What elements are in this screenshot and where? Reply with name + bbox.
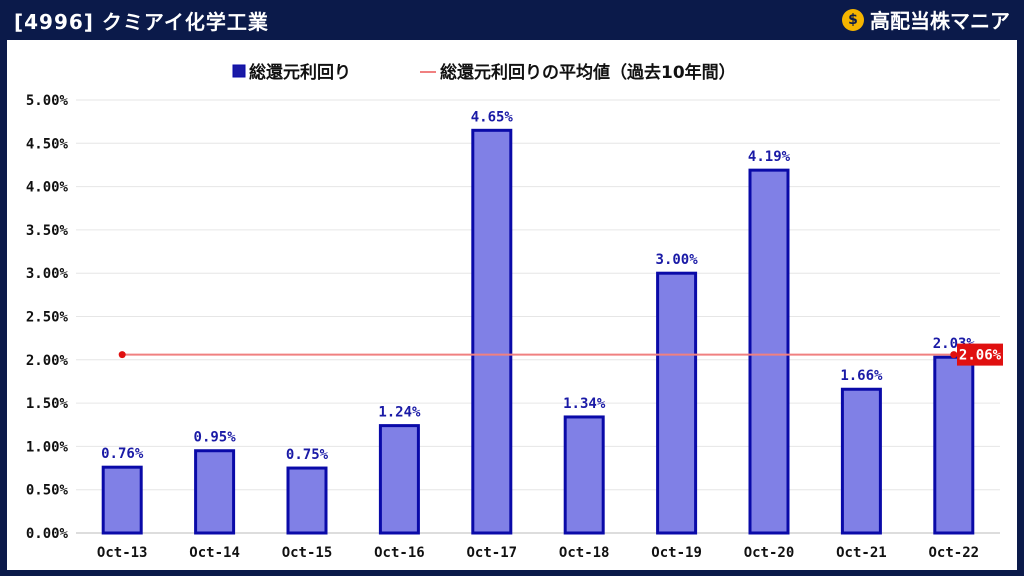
y-tick-label: 4.00% — [26, 180, 69, 196]
legend: 総還元利回り 総還元利回りの平均値（過去10年間） — [232, 62, 736, 83]
y-tick-label: 5.00% — [26, 93, 69, 109]
bar-value-label: 4.19% — [748, 149, 791, 165]
x-axis: Oct-13 Oct-14 Oct-15 Oct-16 Oct-17 Oct-18 Oct-… — [97, 545, 979, 561]
legend-bar-label: 総還元利回り — [249, 62, 351, 83]
money-bag-icon: $ — [842, 8, 864, 31]
bar-oct-18 — [563, 415, 605, 535]
y-tick-label: 3.00% — [26, 266, 69, 282]
y-tick-label: 1.00% — [26, 439, 69, 455]
y-tick-label: 3.50% — [26, 223, 69, 239]
bar-oct-19 — [656, 271, 698, 535]
y-axis: 0.00% 0.50% 1.00% 1.50% 2.00% 2.50% 3.00% 3.50%… — [26, 93, 69, 542]
bar-oct-20 — [748, 168, 790, 535]
bar-oct-22 — [933, 355, 975, 535]
x-tick-label: Oct-19 — [651, 545, 702, 561]
average-label-box — [957, 343, 1003, 366]
bar-oct-15 — [286, 466, 328, 535]
bar-value-label: 1.24% — [378, 405, 421, 421]
page-title: [4996] クミアイ化学工業 — [14, 10, 269, 34]
x-tick-label: Oct-20 — [744, 545, 795, 561]
x-tick-label: Oct-16 — [374, 545, 425, 561]
x-tick-label: Oct-22 — [929, 545, 980, 561]
x-tick-label: Oct-18 — [559, 545, 610, 561]
y-tick-label: 0.00% — [26, 526, 69, 542]
x-tick-label: Oct-17 — [467, 545, 518, 561]
x-tick-label: Oct-15 — [282, 545, 333, 561]
y-tick-label: 2.00% — [26, 353, 69, 369]
bar-oct-13 — [101, 465, 143, 535]
bar-value-label: 1.34% — [563, 396, 606, 412]
legend-line-label: 総還元利回りの平均値（過去10年間） — [440, 62, 736, 83]
bar-value-label: 3.00% — [656, 252, 699, 268]
brand-name: 高配当株マニア — [870, 9, 1010, 33]
bar-value-label: 4.65% — [471, 109, 514, 125]
bar-oct-16 — [378, 424, 420, 535]
average-value-label: 2.06% — [959, 348, 1002, 364]
average-start-point — [118, 351, 126, 359]
brand: $ 高配当株マニア — [842, 5, 1010, 34]
bar-oct-17 — [471, 128, 513, 535]
average-end-point — [950, 351, 958, 359]
bar-value-label: 0.76% — [101, 446, 144, 462]
legend-bar-swatch — [232, 64, 246, 78]
x-tick-label: Oct-21 — [836, 545, 887, 561]
x-tick-label: Oct-14 — [189, 545, 240, 561]
y-tick-label: 2.50% — [26, 310, 69, 326]
average-line-group: 2.06% — [118, 343, 1003, 366]
bar-oct-21 — [840, 387, 882, 535]
bar-value-label: 1.66% — [840, 368, 883, 384]
bar-oct-14 — [194, 449, 236, 535]
bar-value-label: 0.95% — [194, 430, 237, 446]
bars: 0.76% 0.95% 0.75% 1.24% 4.65% 1.34% 3.00% 4.19%… — [101, 109, 975, 535]
x-tick-label: Oct-13 — [97, 545, 148, 561]
y-tick-label: 4.50% — [26, 136, 69, 152]
y-tick-label: 0.50% — [26, 483, 69, 499]
y-tick-label: 1.50% — [26, 396, 69, 412]
bar-value-label: 0.75% — [286, 447, 329, 463]
